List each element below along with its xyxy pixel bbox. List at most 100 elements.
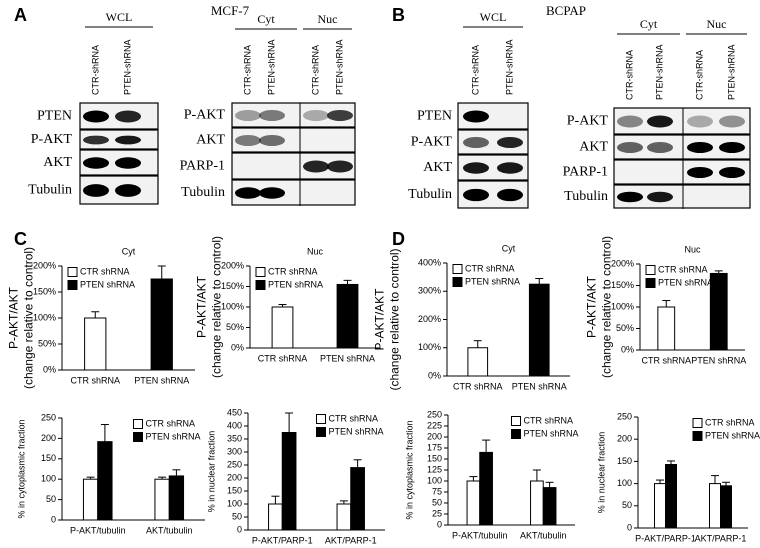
blot-strip xyxy=(613,184,751,209)
lane-label: CTR-shRNA xyxy=(694,50,704,100)
legend-label: CTR shRNA xyxy=(146,418,196,428)
x-tick-label: CTR shRNA xyxy=(70,375,120,385)
blot-band xyxy=(497,162,523,174)
y-tick-label: 150 xyxy=(227,485,242,495)
y-tick-label: 100 xyxy=(427,475,442,485)
blot-band xyxy=(719,142,745,153)
blot-band xyxy=(497,188,523,202)
bar xyxy=(542,487,557,526)
y-tick-label: 100 xyxy=(617,478,632,488)
y-tick-label: 150% xyxy=(221,281,244,291)
y-axis-label: % in nuclear fraction xyxy=(596,432,606,514)
y-tick-label: 150 xyxy=(41,453,56,463)
y-tick-label: 200% xyxy=(33,260,56,270)
blot-band xyxy=(497,137,523,148)
blot-row-label: AKT xyxy=(196,133,225,148)
bar xyxy=(654,483,666,529)
y-tick-label: 350 xyxy=(227,433,242,443)
y-tick-label: 150% xyxy=(33,286,56,296)
x-tick-label: CTR shRNA xyxy=(641,355,691,365)
blot-row-label: AKT xyxy=(423,160,452,175)
blot-row-label: PTEN xyxy=(37,109,72,124)
y-tick-label: 100 xyxy=(41,474,56,484)
bar xyxy=(479,451,493,526)
y-tick-label: 50 xyxy=(432,497,442,507)
x-tick-label: P-AKT/PARP-1 xyxy=(635,533,696,543)
blot-band xyxy=(463,188,489,202)
y-tick-label: 150 xyxy=(617,456,632,466)
blot-band xyxy=(259,110,285,121)
legend-label: PTEN shRNA xyxy=(524,428,579,438)
chart-title: Cyt xyxy=(122,246,136,256)
blot-band xyxy=(115,157,141,169)
bar xyxy=(350,467,365,531)
y-tick-label: 0 xyxy=(237,524,242,534)
chart-title: Cyt xyxy=(502,243,516,253)
y-tick-label: 25 xyxy=(432,508,442,518)
x-tick-label: AKT/PARP-1 xyxy=(325,535,377,545)
legend-swatch xyxy=(133,419,143,429)
blot-band xyxy=(719,115,745,128)
bar xyxy=(720,485,732,529)
bar xyxy=(168,475,185,521)
y-tick-label: 100% xyxy=(611,301,634,311)
blot-band xyxy=(647,115,673,128)
y-tick-label: 100% xyxy=(418,342,441,352)
wcl-title: WCL xyxy=(106,10,133,24)
legend-swatch xyxy=(645,265,656,275)
blot-row-label: P-AKT xyxy=(184,108,226,123)
lane-label: PTEN-shRNA xyxy=(504,39,514,95)
blot-band xyxy=(259,135,285,146)
legend-label: PTEN shRNA xyxy=(146,431,201,441)
blot-row-label: Tubulin xyxy=(408,187,452,202)
y-tick-label: 200 xyxy=(41,433,56,443)
blot-band xyxy=(647,142,673,153)
x-tick-label: P-AKT/PARP-1 xyxy=(252,535,313,545)
y-tick-label: 175 xyxy=(427,442,442,452)
panel-label: D xyxy=(392,229,405,249)
panel-label: A xyxy=(14,5,27,25)
fraction-title: Cyt xyxy=(257,12,275,26)
y-tick-label: 250 xyxy=(41,412,56,422)
y-tick-label: 200 xyxy=(617,434,632,444)
bar xyxy=(709,272,728,351)
bar xyxy=(709,483,721,529)
y-axis-label: P-AKT/AKT xyxy=(585,275,599,338)
y-axis-label: % in cytoplasmic fraction xyxy=(404,420,414,519)
bar xyxy=(97,441,113,521)
y-tick-label: 50 xyxy=(46,494,56,504)
y-tick-label: 300% xyxy=(418,286,441,296)
chart-title: Nuc xyxy=(684,244,701,254)
legend-swatch xyxy=(511,416,521,426)
bar xyxy=(336,283,359,349)
legend-label: CTR shRNA xyxy=(524,415,574,425)
bar xyxy=(530,480,544,526)
y-axis-label: P-AKT/AKT xyxy=(7,286,21,349)
lane-label: PTEN-shRNA xyxy=(334,39,344,95)
bar xyxy=(268,503,283,531)
blot-band xyxy=(463,110,489,123)
blot-row-label: Tubulin xyxy=(564,189,608,204)
y-axis-label: P-AKT/AKT xyxy=(195,275,209,338)
blot-row-label: AKT xyxy=(579,140,608,155)
blot-band xyxy=(463,162,489,174)
lane-label: CTR-shRNA xyxy=(242,45,252,95)
blot-row-label: PTEN xyxy=(417,109,452,124)
y-tick-label: 0% xyxy=(621,344,634,354)
lane-label: CTR-shRNA xyxy=(624,50,634,100)
y-tick-label: 400 xyxy=(227,420,242,430)
cell-line: BCPAP xyxy=(546,3,586,18)
x-tick-label: CTR shRNA xyxy=(453,381,503,391)
blot-band xyxy=(719,167,745,178)
blot-row-label: P-AKT xyxy=(31,132,73,147)
blot-band xyxy=(83,157,109,169)
y-tick-label: 100% xyxy=(33,312,56,322)
y-axis-label: (change relative to control) xyxy=(388,248,402,390)
blot-band xyxy=(327,110,353,121)
y-tick-label: 250 xyxy=(617,411,632,421)
blot-row-label: P-AKT xyxy=(411,135,453,150)
legend-label: PTEN shRNA xyxy=(329,426,384,436)
blot-band xyxy=(235,135,261,146)
y-tick-label: 200% xyxy=(611,258,634,268)
